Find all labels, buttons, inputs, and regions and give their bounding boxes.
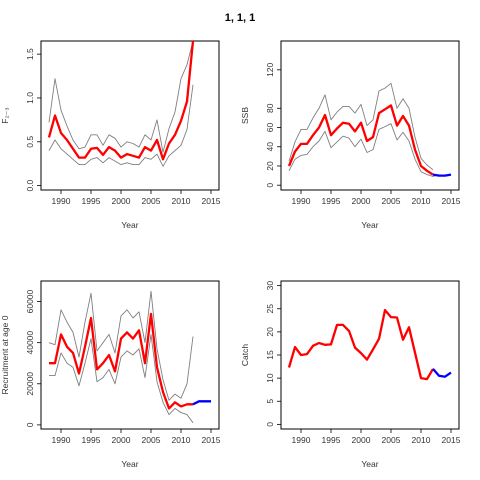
x-tick-label: 1990 (52, 196, 71, 206)
series-line-lower (288, 123, 440, 177)
chart-panel-2: 1990 1995 2000 2005 2010 2015 0 20 40 60 80 120 Year… (240, 40, 461, 230)
plot-frame (280, 40, 460, 191)
series-line-lower (49, 333, 194, 424)
y-tick-label: 0 (25, 422, 35, 427)
x-axis-label: Year (121, 220, 138, 230)
y-tick-label: 120 (265, 62, 275, 76)
series-line-estimate (49, 312, 193, 410)
series-line-upper (48, 41, 194, 153)
y-tick-label: 0.5 (25, 136, 35, 148)
y-tick-label: 30 (265, 281, 275, 291)
series-line-estimate (47, 41, 195, 161)
y-tick-label: 20000 (25, 372, 35, 396)
y-axis-label: F₂₋₃ (0, 107, 10, 123)
y-tick-label: 1.5 (25, 48, 35, 60)
x-tick-label: 1990 (292, 435, 311, 445)
x-axis-label: Year (361, 220, 378, 230)
series-line-upper (288, 82, 434, 171)
series-line-estimate (287, 104, 434, 176)
x-axis-label: Year (121, 459, 138, 469)
x-tick-label: 2015 (202, 435, 221, 445)
x-tick-label: 2010 (412, 435, 431, 445)
y-tick-label: 40000 (25, 331, 35, 355)
y-tick-label: 25 (265, 304, 275, 314)
x-tick-label: 1990 (52, 435, 71, 445)
x-tick-label: 2000 (112, 435, 131, 445)
x-tick-label: 2010 (172, 196, 191, 206)
chart-panel-3: 1990 1995 2000 2005 2010 2015 0 20000 40000 60000… (0, 280, 221, 469)
y-tick-label: 60 (265, 123, 275, 133)
x-tick-label: 2005 (382, 196, 401, 206)
x-tick-label: 2005 (382, 435, 401, 445)
plot-frame (40, 40, 220, 191)
y-tick-label: 15 (265, 350, 275, 360)
y-axis-label: SSB (240, 107, 250, 124)
x-tick-label: 2015 (442, 196, 461, 206)
y-tick-label: 0 (265, 422, 275, 427)
x-tick-label: 1995 (82, 435, 101, 445)
y-tick-label: 10 (265, 373, 275, 383)
series-line-lower (48, 84, 194, 167)
x-tick-label: 1995 (82, 196, 101, 206)
x-tick-label: 2010 (412, 196, 431, 206)
chart-panel-4: 1990 1995 2000 2005 2010 2015 0 5 10 15 20 25 30 Year… (240, 280, 461, 469)
x-tick-label: 2005 (142, 435, 161, 445)
plot-frame (40, 280, 220, 430)
series-line-estimate (287, 308, 434, 381)
chart-panel-1: 1990 1995 2000 2005 2010 2015 0.0 0.5 1.0 1.5 Year… (0, 40, 221, 230)
x-tick-label: 1995 (322, 196, 341, 206)
y-tick-label: 20 (265, 327, 275, 337)
y-axis-label: Recruitment at age 0 (0, 315, 10, 394)
y-tick-label: 1.0 (25, 92, 35, 104)
y-tick-label: 5 (265, 399, 275, 404)
x-tick-label: 2000 (352, 196, 371, 206)
x-tick-label: 1990 (292, 196, 311, 206)
x-tick-label: 2000 (112, 196, 131, 206)
x-tick-label: 1995 (322, 435, 341, 445)
y-tick-label: 0.0 (25, 179, 35, 191)
x-tick-label: 2005 (142, 196, 161, 206)
series-line-projection (432, 173, 452, 177)
x-axis-label: Year (361, 459, 378, 469)
y-tick-label: 0 (265, 183, 275, 188)
series-line-projection (192, 400, 211, 406)
x-tick-label: 2015 (442, 435, 461, 445)
x-tick-label: 2015 (202, 196, 221, 206)
page-title: 1, 1, 1 (225, 12, 256, 24)
y-tick-label: 40 (265, 142, 275, 152)
y-tick-label: 20 (265, 161, 275, 171)
x-tick-label: 2010 (172, 435, 191, 445)
y-tick-label: 60000 (25, 289, 35, 313)
series-line-upper (48, 290, 194, 401)
y-tick-label: 80 (265, 103, 275, 113)
x-tick-label: 2000 (352, 435, 371, 445)
series-line-projection (432, 368, 452, 378)
y-axis-label: Catch (240, 344, 250, 366)
